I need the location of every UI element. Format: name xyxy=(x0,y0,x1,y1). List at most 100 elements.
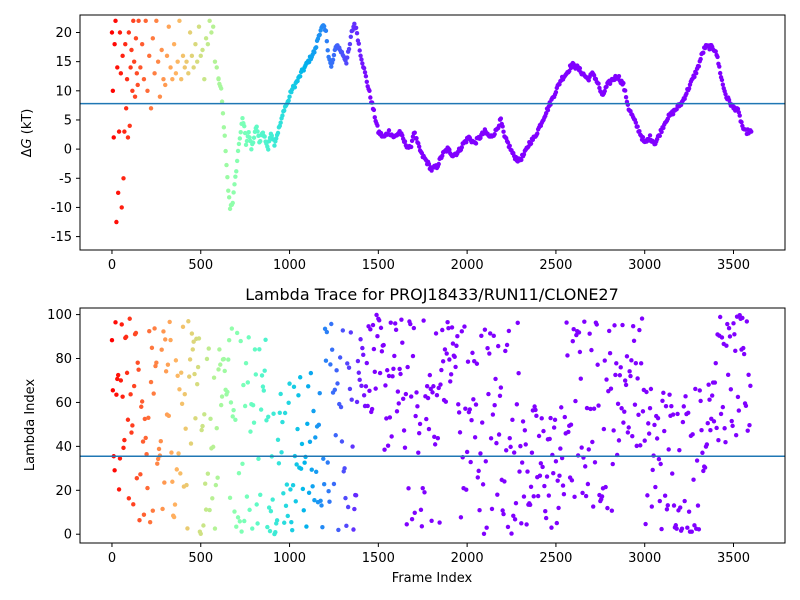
data-point xyxy=(695,503,701,508)
data-point xyxy=(601,426,607,432)
data-point xyxy=(234,330,240,336)
data-point xyxy=(566,429,571,435)
data-point xyxy=(654,436,660,441)
data-point xyxy=(416,144,422,149)
data-point xyxy=(723,91,728,97)
data-point xyxy=(377,318,382,323)
data-point xyxy=(362,70,368,75)
x-tick-label: 0 xyxy=(108,258,116,273)
data-point xyxy=(398,371,403,377)
data-point xyxy=(145,88,150,94)
data-point xyxy=(533,407,538,413)
data-point xyxy=(568,65,574,71)
data-point xyxy=(747,422,752,428)
data-point xyxy=(330,57,336,62)
data-point xyxy=(205,41,211,47)
data-point xyxy=(481,531,487,536)
data-point xyxy=(696,527,702,532)
data-point xyxy=(246,335,251,340)
data-point xyxy=(737,113,742,118)
data-point xyxy=(332,387,338,392)
data-point xyxy=(295,78,300,84)
data-point xyxy=(447,147,452,153)
data-point xyxy=(633,120,639,125)
data-point xyxy=(736,408,742,413)
data-point xyxy=(397,366,402,372)
data-point xyxy=(319,503,324,508)
data-point xyxy=(226,195,232,200)
data-point xyxy=(373,386,378,391)
data-point xyxy=(529,450,535,455)
data-point xyxy=(163,337,168,342)
data-point xyxy=(741,351,747,357)
data-point xyxy=(488,436,494,441)
data-point xyxy=(371,346,377,352)
x-tick-label: 500 xyxy=(188,551,213,566)
data-point xyxy=(342,466,347,471)
data-point xyxy=(214,426,219,431)
data-point xyxy=(360,345,365,351)
data-point xyxy=(300,486,306,492)
data-point xyxy=(515,320,520,326)
data-point xyxy=(692,74,697,80)
data-point xyxy=(432,434,437,440)
data-point xyxy=(224,162,229,168)
data-point xyxy=(680,419,686,425)
data-point xyxy=(583,464,588,469)
data-point xyxy=(304,524,309,529)
data-point xyxy=(464,487,469,492)
data-point xyxy=(521,152,527,157)
data-point xyxy=(412,130,417,135)
data-point xyxy=(305,384,311,389)
lambda-y-ticks: 0 20 40 60 80 100 xyxy=(47,308,80,543)
data-point xyxy=(231,407,236,413)
data-point xyxy=(532,404,537,409)
data-point xyxy=(704,442,710,447)
data-point xyxy=(164,53,170,59)
data-point xyxy=(230,200,235,206)
data-point xyxy=(400,133,405,138)
data-point xyxy=(403,391,409,397)
data-point xyxy=(223,148,228,154)
data-point xyxy=(513,500,519,506)
data-point xyxy=(305,421,310,427)
data-point xyxy=(166,24,171,29)
data-point xyxy=(629,358,634,363)
data-point xyxy=(207,18,212,24)
data-point xyxy=(432,442,438,447)
data-point xyxy=(505,524,511,530)
data-point xyxy=(203,507,209,512)
data-point xyxy=(345,504,351,510)
data-point xyxy=(622,88,628,93)
data-point xyxy=(723,440,728,445)
data-point xyxy=(301,508,306,513)
data-point xyxy=(735,394,741,400)
data-point xyxy=(207,507,212,513)
data-point xyxy=(622,409,627,414)
data-point xyxy=(200,47,205,53)
data-point xyxy=(140,439,146,444)
data-point xyxy=(452,354,457,359)
data-point xyxy=(112,41,117,47)
data-point xyxy=(500,508,505,513)
data-point xyxy=(198,53,203,59)
data-point xyxy=(188,441,194,446)
data-point xyxy=(571,61,576,67)
data-point xyxy=(472,435,478,440)
data-point xyxy=(251,135,257,140)
data-point xyxy=(131,502,136,507)
data-point xyxy=(240,461,245,467)
data-point xyxy=(546,493,552,498)
data-point xyxy=(705,421,710,426)
data-point xyxy=(348,330,354,335)
data-point xyxy=(670,412,676,417)
data-point xyxy=(136,18,141,24)
data-point xyxy=(258,139,263,144)
data-point xyxy=(133,330,139,336)
y-tick-label: -15 xyxy=(51,230,72,245)
data-point xyxy=(535,493,541,499)
data-point xyxy=(746,372,751,377)
data-point xyxy=(171,41,177,47)
data-point xyxy=(416,450,421,455)
data-point xyxy=(426,426,432,432)
